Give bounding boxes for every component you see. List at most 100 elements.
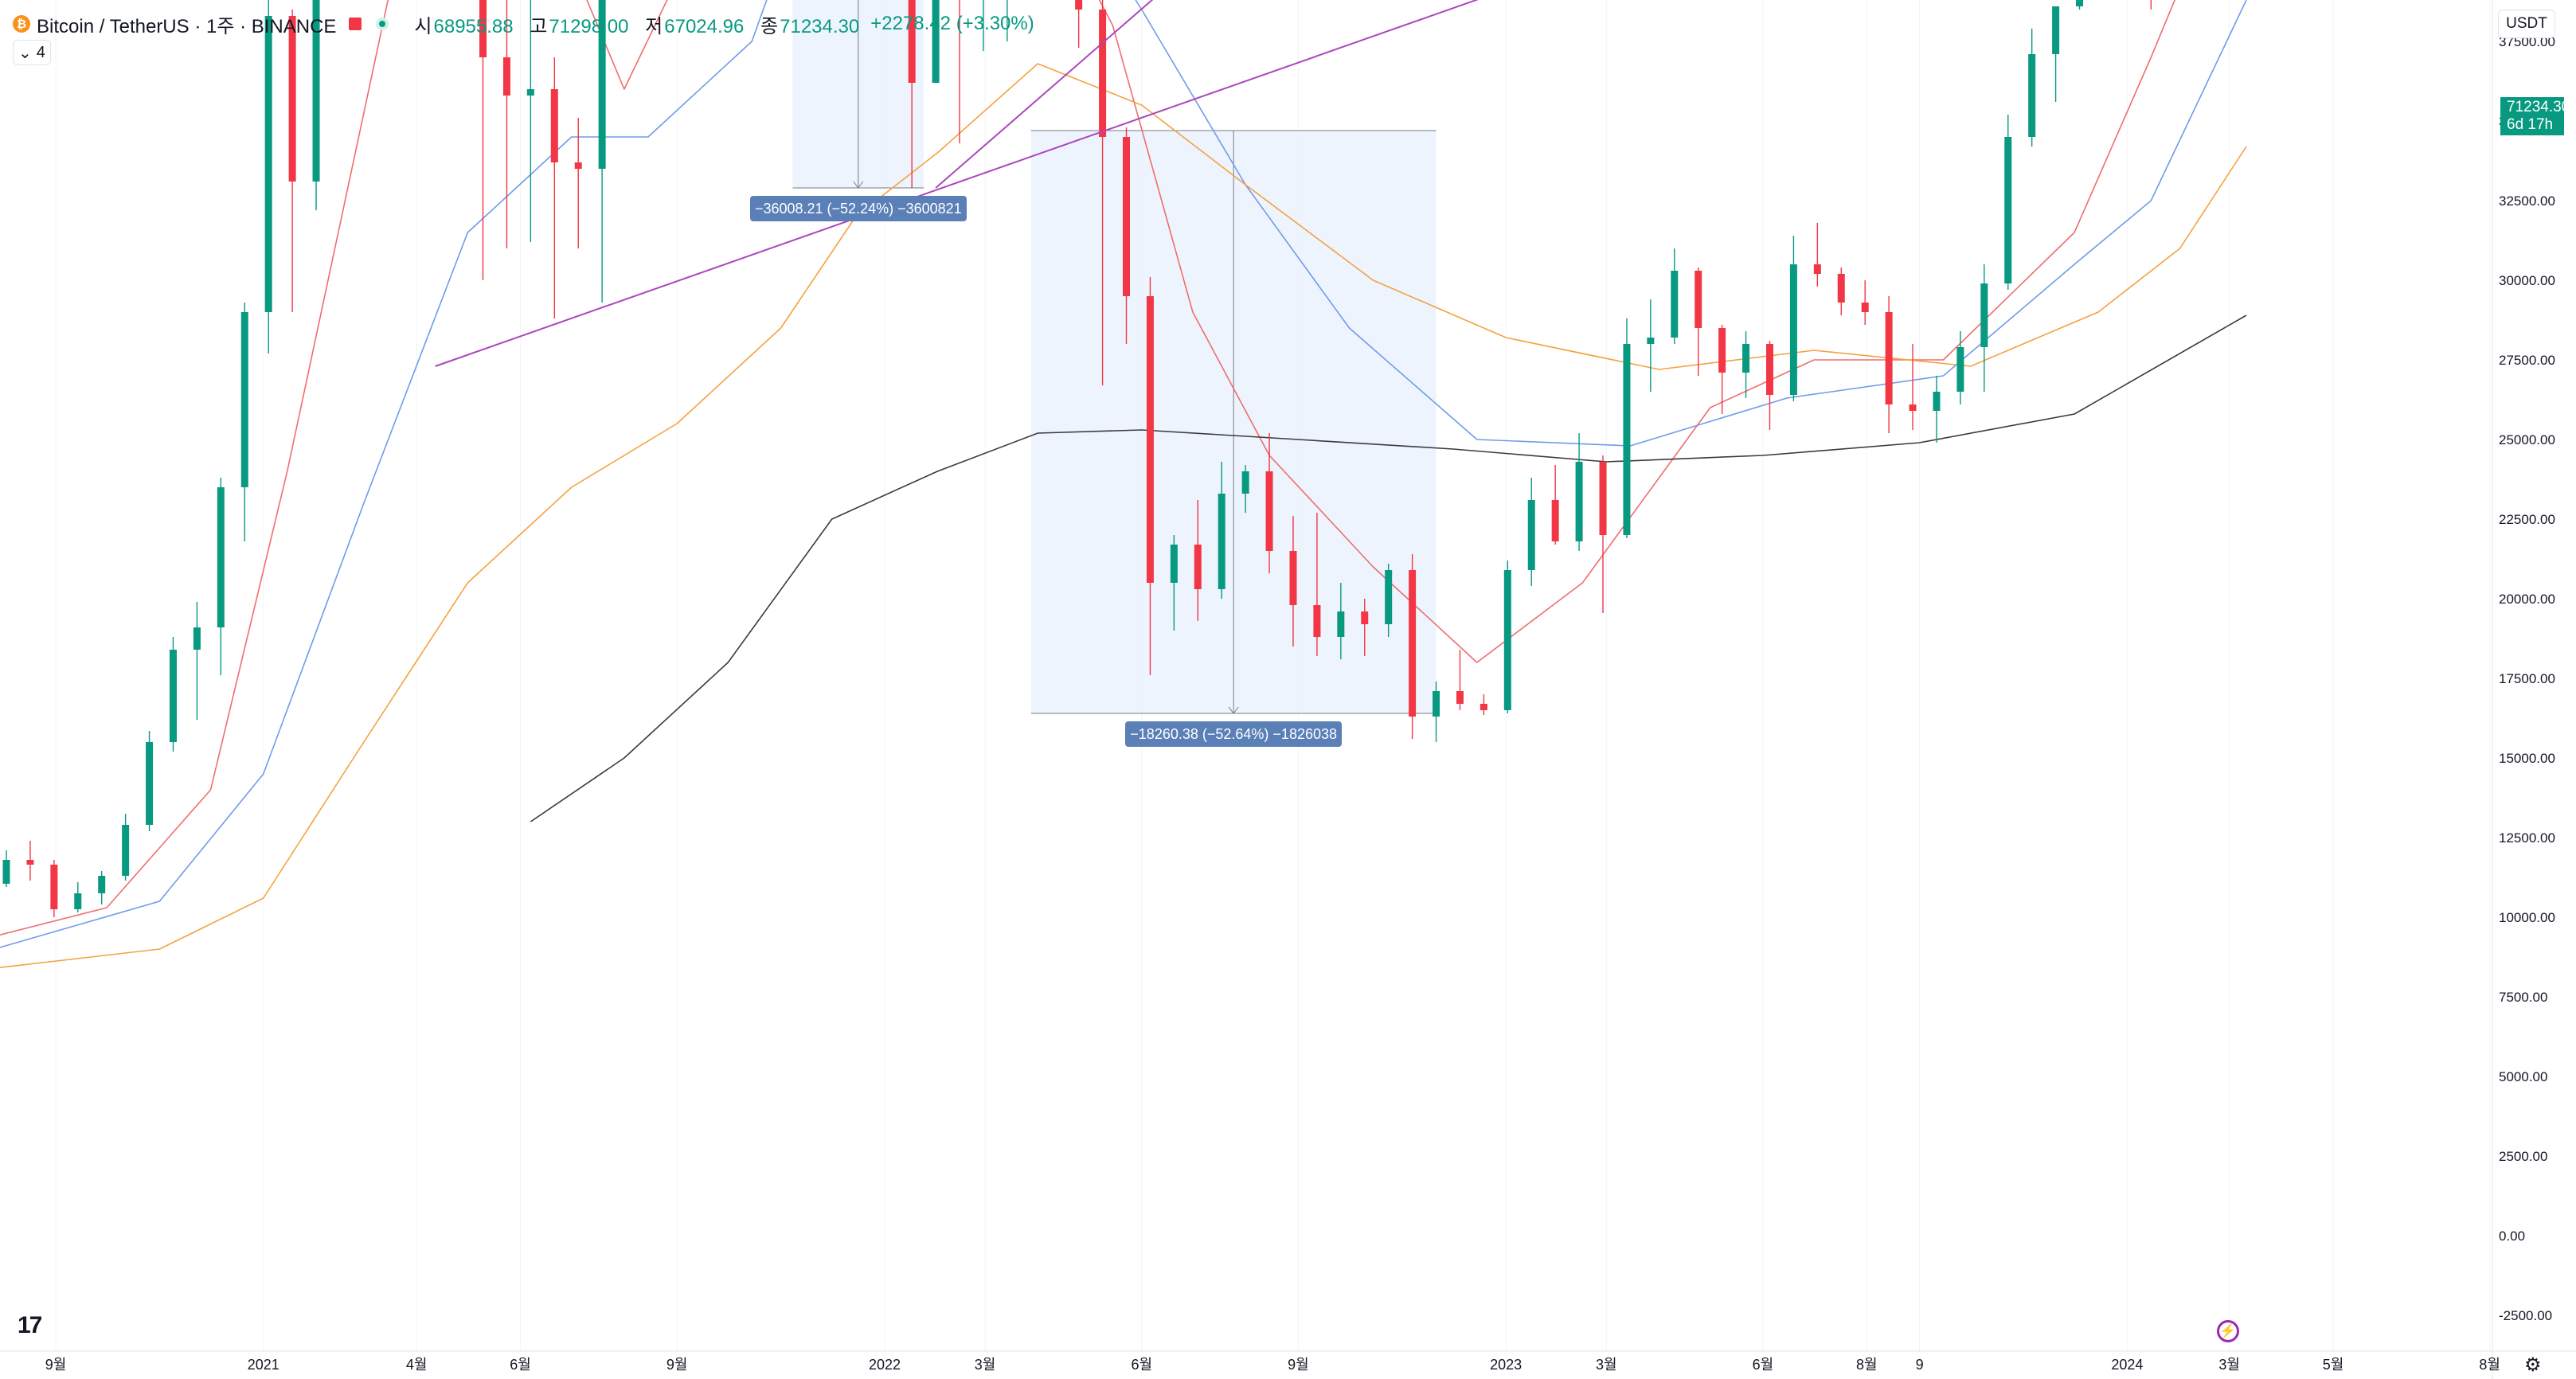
candle[interactable] bbox=[1623, 318, 1631, 538]
candle[interactable] bbox=[1599, 455, 1607, 613]
time-tick-label: 4월 bbox=[406, 1357, 428, 1373]
candle[interactable] bbox=[1861, 280, 1869, 325]
time-tick-label: 3월 bbox=[1596, 1357, 1617, 1373]
candle-body-down bbox=[1456, 691, 1464, 704]
candles[interactable] bbox=[2, 0, 2250, 917]
candle[interactable] bbox=[2052, 6, 2060, 102]
candle[interactable] bbox=[146, 731, 154, 831]
candle[interactable] bbox=[1265, 433, 1273, 573]
candle[interactable] bbox=[1456, 650, 1464, 710]
candle[interactable] bbox=[2148, 0, 2155, 10]
candle[interactable] bbox=[574, 118, 582, 248]
candle[interactable] bbox=[1218, 462, 1225, 599]
candle-body-up bbox=[193, 627, 201, 650]
candle[interactable] bbox=[1885, 296, 1893, 433]
indicators-toggle-button[interactable]: ⌄ 4 bbox=[13, 40, 51, 65]
candle[interactable] bbox=[1909, 344, 1917, 430]
lightning-icon[interactable]: ⚡ bbox=[2217, 1320, 2239, 1342]
candle[interactable] bbox=[2076, 0, 2084, 10]
candle-body-down bbox=[502, 57, 510, 96]
candle[interactable] bbox=[1480, 694, 1487, 715]
candle-body-up bbox=[1218, 494, 1225, 589]
gear-icon[interactable]: ⚙ bbox=[2524, 1354, 2542, 1376]
trendline[interactable] bbox=[435, 0, 2544, 367]
candle[interactable] bbox=[1003, 0, 1010, 41]
candle[interactable] bbox=[1313, 513, 1321, 656]
time-axis[interactable]: 9월 2021 4월 6월 9월 2022 3월 6월 9월 2023 3월 6월 8월 9 2024 3월 5… bbox=[45, 1357, 2500, 1373]
symbol-title[interactable]: Bitcoin / TetherUS · 1주 · BINANCE bbox=[37, 15, 337, 37]
candle[interactable] bbox=[1980, 264, 1988, 392]
candle[interactable] bbox=[1337, 583, 1345, 659]
candle[interactable] bbox=[1765, 341, 1773, 430]
candle[interactable] bbox=[1241, 465, 1249, 513]
candle[interactable] bbox=[1647, 299, 1655, 392]
candle[interactable] bbox=[2028, 29, 2036, 146]
candle[interactable] bbox=[956, 0, 964, 143]
candle[interactable] bbox=[1933, 376, 1941, 443]
candle[interactable] bbox=[98, 871, 106, 904]
candle[interactable] bbox=[979, 0, 987, 51]
price-axis[interactable]: -2500.00 0.00 2500.00 5000.00 7500.00 10000.0… bbox=[2499, 0, 2555, 1323]
measurement-boxes[interactable] bbox=[792, 0, 1437, 714]
candle[interactable] bbox=[288, 10, 296, 312]
candle[interactable] bbox=[1361, 599, 1369, 656]
candle[interactable] bbox=[1146, 277, 1154, 675]
candle[interactable] bbox=[122, 814, 130, 881]
candle[interactable] bbox=[1385, 564, 1393, 637]
candle[interactable] bbox=[1123, 127, 1130, 344]
candle-body-up bbox=[2, 860, 10, 884]
candle[interactable] bbox=[2004, 115, 2012, 290]
candle[interactable] bbox=[26, 841, 34, 881]
candle[interactable] bbox=[1170, 535, 1178, 631]
candle[interactable] bbox=[74, 882, 82, 912]
candle[interactable] bbox=[1409, 554, 1417, 739]
candle-body-up bbox=[122, 825, 130, 876]
candle[interactable] bbox=[932, 0, 940, 83]
candle[interactable] bbox=[240, 303, 248, 541]
candle[interactable] bbox=[193, 602, 201, 720]
time-tick-label: 3월 bbox=[975, 1357, 996, 1373]
candle[interactable] bbox=[1695, 268, 1702, 376]
candle-body-down bbox=[1885, 312, 1893, 404]
candle[interactable] bbox=[908, 0, 916, 188]
candle[interactable] bbox=[1742, 331, 1750, 398]
candle[interactable] bbox=[50, 860, 58, 917]
candle[interactable] bbox=[550, 57, 558, 318]
candle[interactable] bbox=[1551, 465, 1559, 545]
candle[interactable] bbox=[1433, 682, 1440, 742]
currency-unit-button[interactable]: USDT bbox=[2498, 10, 2555, 38]
trendline[interactable] bbox=[935, 0, 1317, 189]
candle[interactable] bbox=[169, 637, 177, 752]
candle[interactable] bbox=[1813, 223, 1821, 287]
candle[interactable] bbox=[217, 478, 225, 675]
candle[interactable] bbox=[1527, 478, 1535, 586]
price-tick-label: 0.00 bbox=[2499, 1229, 2525, 1244]
candle[interactable] bbox=[1837, 268, 1845, 315]
candle[interactable] bbox=[312, 0, 320, 210]
time-tick-label: 9월 bbox=[666, 1357, 688, 1373]
candle[interactable] bbox=[1956, 331, 1964, 404]
candle[interactable] bbox=[1503, 561, 1511, 713]
tradingview-logo[interactable]: 17 bbox=[18, 1312, 42, 1338]
candle[interactable] bbox=[1575, 433, 1583, 551]
candle[interactable] bbox=[264, 0, 272, 354]
candle-body-up bbox=[1789, 264, 1797, 395]
candle[interactable] bbox=[1671, 248, 1679, 344]
candle[interactable] bbox=[502, 0, 510, 248]
candle-body-up bbox=[1742, 344, 1750, 373]
candle[interactable] bbox=[1099, 0, 1107, 385]
candle[interactable] bbox=[598, 0, 606, 303]
candle-body-up bbox=[1433, 691, 1440, 717]
candle[interactable] bbox=[1194, 500, 1202, 621]
open-value: 68955.88 bbox=[433, 15, 514, 37]
moving-average-line bbox=[0, 0, 2176, 936]
trendlines[interactable] bbox=[435, 0, 2544, 367]
candle[interactable] bbox=[1075, 0, 1083, 48]
candle[interactable] bbox=[1718, 325, 1726, 414]
candle[interactable] bbox=[479, 0, 487, 280]
candle[interactable] bbox=[526, 0, 534, 242]
candle[interactable] bbox=[2, 850, 10, 887]
candle[interactable] bbox=[1289, 516, 1297, 647]
candle[interactable] bbox=[1789, 236, 1797, 401]
